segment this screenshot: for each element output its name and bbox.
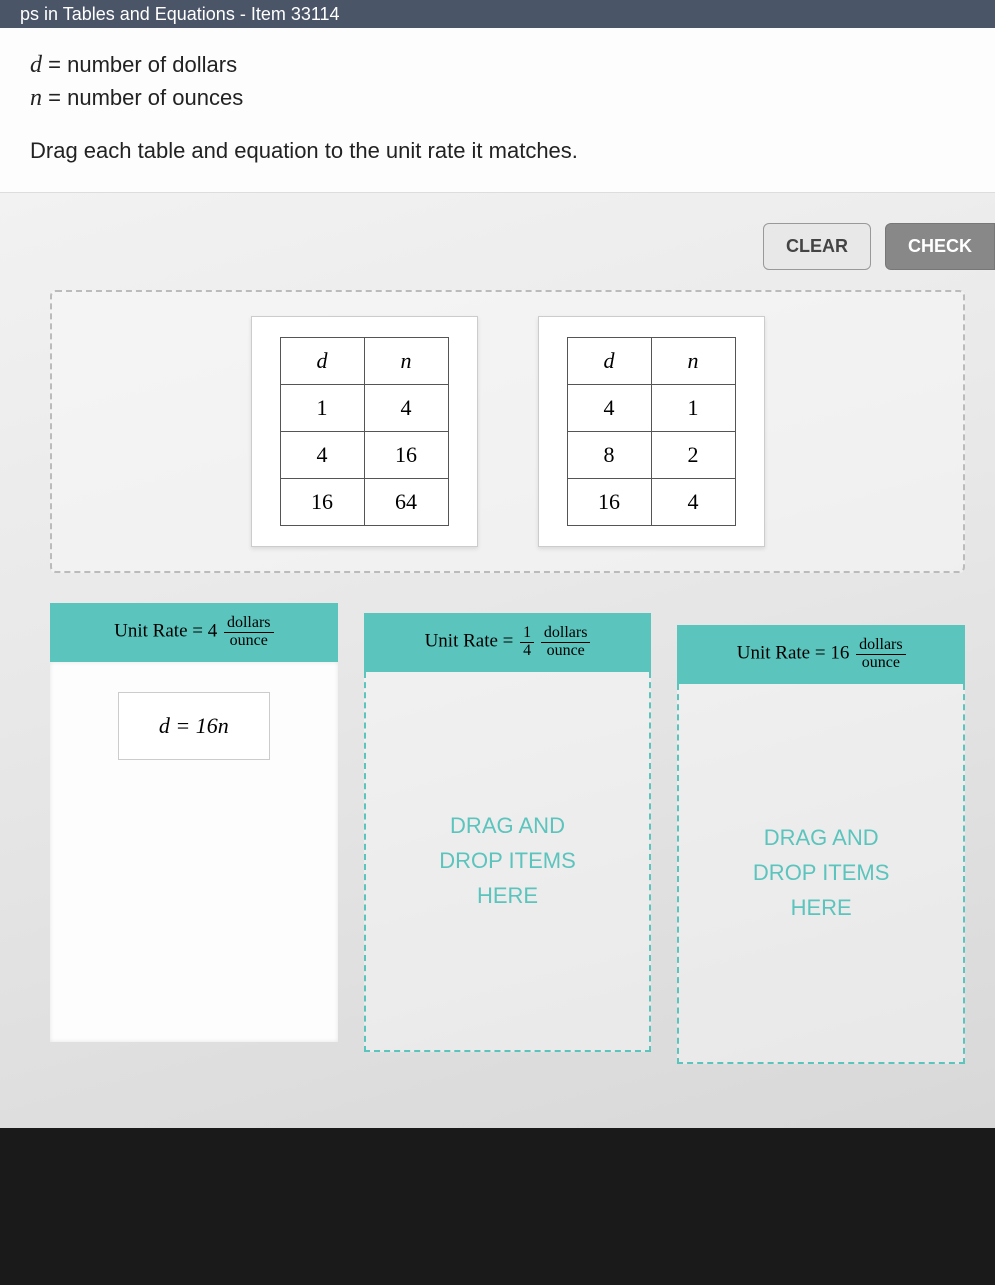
dropped-equation[interactable]: d = 16n: [118, 692, 270, 760]
table-2: d n 4 1 8 2 16 4: [567, 337, 736, 526]
definition-d: d = number of dollars: [30, 52, 965, 79]
draggable-table-2[interactable]: d n 4 1 8 2 16 4: [538, 316, 765, 547]
table-row: 4 16: [280, 432, 448, 479]
table-1: d n 1 4 4 16 16 64: [280, 337, 449, 526]
drop-zone-3[interactable]: Unit Rate = 16 dollars ounce DRAG AND DR…: [677, 625, 965, 1064]
table-row: 1 4: [280, 385, 448, 432]
definition-n: n = number of ounces: [30, 85, 965, 112]
drop-zone-2[interactable]: Unit Rate = 1 4 dollars ounce DRAG AND D…: [364, 613, 652, 1052]
table-row: 4 1: [567, 385, 735, 432]
rate-unit-2: dollars ounce: [541, 625, 591, 660]
instruction-text: Drag each table and equation to the unit…: [30, 138, 965, 164]
drop-placeholder-3: DRAG AND DROP ITEMS HERE: [753, 820, 890, 926]
header-title: ps in Tables and Equations - Item 33114: [20, 4, 340, 25]
drop-body-2[interactable]: DRAG AND DROP ITEMS HERE: [364, 672, 652, 1052]
t2-header-n: n: [651, 338, 735, 385]
var-d: d: [30, 52, 42, 78]
drop-zone-1[interactable]: Unit Rate = 4 dollars ounce d = 16n: [50, 603, 338, 1042]
t2-header-d: d: [567, 338, 651, 385]
def-n-text: number of ounces: [67, 85, 243, 110]
rate-header-2: Unit Rate = 1 4 dollars ounce: [364, 613, 652, 672]
table-row: 16 64: [280, 479, 448, 526]
drag-source-area: d n 1 4 4 16 16 64 d: [50, 290, 965, 573]
controls-bar: CLEAR CHECK: [0, 193, 995, 290]
def-d-text: number of dollars: [67, 52, 237, 77]
t1-header-n: n: [364, 338, 448, 385]
drop-placeholder-2: DRAG AND DROP ITEMS HERE: [439, 808, 576, 914]
t1-header-d: d: [280, 338, 364, 385]
table-row: 8 2: [567, 432, 735, 479]
rate-header-3: Unit Rate = 16 dollars ounce: [677, 625, 965, 684]
draggable-table-1[interactable]: d n 1 4 4 16 16 64: [251, 316, 478, 547]
rate-frac-2: 1 4: [520, 625, 534, 660]
definitions-panel: d = number of dollars n = number of ounc…: [0, 28, 995, 193]
rate-unit-1: dollars ounce: [224, 615, 274, 650]
clear-button[interactable]: CLEAR: [763, 223, 871, 270]
check-button[interactable]: CHECK: [885, 223, 995, 270]
var-n: n: [30, 85, 42, 111]
main-content: d = number of dollars n = number of ounc…: [0, 28, 995, 1128]
drop-body-3[interactable]: DRAG AND DROP ITEMS HERE: [677, 684, 965, 1064]
table-row: 16 4: [567, 479, 735, 526]
rate-unit-3: dollars ounce: [856, 637, 906, 672]
drop-body-1[interactable]: d = 16n: [50, 662, 338, 1042]
drop-zones-row: Unit Rate = 4 dollars ounce d = 16n Unit…: [0, 603, 995, 1064]
rate-header-1: Unit Rate = 4 dollars ounce: [50, 603, 338, 662]
page-header: ps in Tables and Equations - Item 33114: [0, 0, 995, 28]
